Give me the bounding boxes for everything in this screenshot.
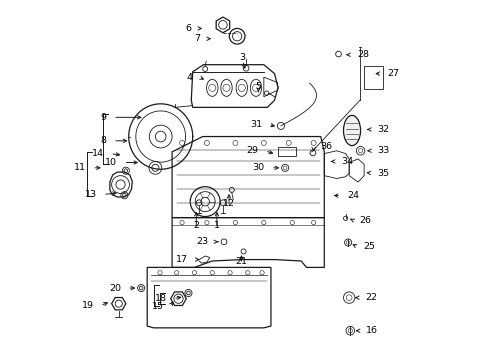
Text: 29: 29 [246,146,258,155]
Text: 16: 16 [365,326,378,335]
Text: 1: 1 [213,221,219,230]
Text: 30: 30 [252,164,264,172]
Text: 23: 23 [196,237,208,246]
Text: 19: 19 [82,301,94,310]
Text: 25: 25 [363,242,375,251]
Text: 7: 7 [194,34,199,43]
Text: 20: 20 [108,283,121,292]
Text: 21: 21 [235,256,247,266]
Text: 5: 5 [255,81,261,91]
Text: 9: 9 [101,113,106,122]
Bar [363,66,382,89]
Text: 2: 2 [193,221,199,230]
Text: 31: 31 [249,120,261,129]
Text: 22: 22 [364,293,377,302]
Text: 17: 17 [176,255,188,264]
Text: 10: 10 [105,158,117,167]
Text: 28: 28 [356,50,368,59]
Text: 35: 35 [377,169,389,178]
Ellipse shape [343,115,360,146]
Text: 32: 32 [377,125,389,134]
Text: 34: 34 [340,157,352,166]
Text: 3: 3 [239,53,245,62]
Text: 6: 6 [184,24,191,33]
Text: 24: 24 [347,191,359,200]
Text: 14: 14 [91,149,104,158]
Text: 33: 33 [377,146,389,155]
Text: 4: 4 [186,73,192,82]
Text: 13: 13 [84,190,96,199]
Text: 18: 18 [154,294,166,303]
Text: 27: 27 [387,69,399,78]
Text: 8: 8 [101,136,106,145]
Text: 36: 36 [319,142,332,151]
Text: 15: 15 [151,302,163,311]
Text: 11: 11 [74,164,86,172]
Text: 12: 12 [223,199,235,208]
Text: 26: 26 [358,216,370,225]
